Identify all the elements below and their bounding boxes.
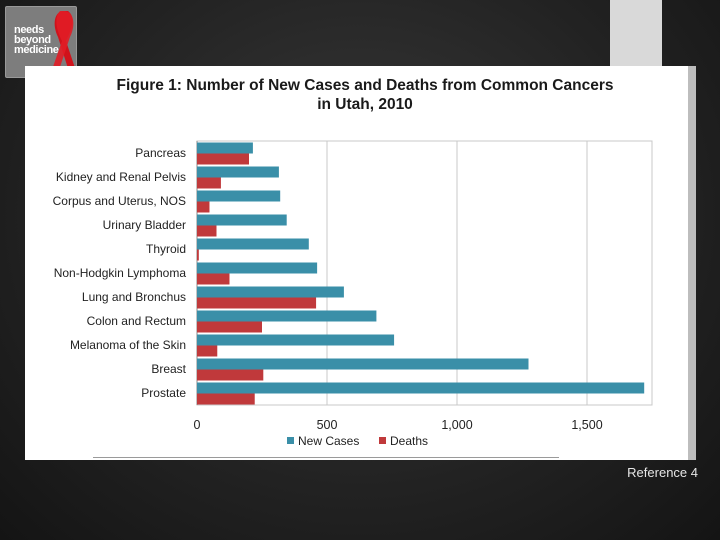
bar-deaths (197, 369, 264, 381)
bar-deaths (197, 153, 249, 165)
category-label: Breast (151, 362, 186, 376)
bar-chart: 0 500 1,000 1,500 Pancreas Kidney and Renal P… (53, 140, 653, 448)
x-tick-label: 1,500 (571, 418, 602, 432)
logo-line-3: medicine (14, 44, 59, 56)
logo-line-1: needs (14, 24, 44, 36)
bar-deaths (197, 273, 230, 285)
bar-new-cases (197, 334, 395, 346)
legend-label-deaths: Deaths (390, 434, 428, 448)
category-label: Pancreas (135, 146, 186, 160)
x-tick-label: 1,000 (441, 418, 472, 432)
gray-accent-block (610, 0, 662, 66)
chart-title-line-2: in Utah, 2010 (317, 96, 413, 113)
bar-new-cases (197, 310, 377, 322)
bar-new-cases (197, 214, 287, 226)
legend-label-new-cases: New Cases (298, 434, 359, 448)
legend-swatch-new-cases (287, 437, 294, 444)
legend-swatch-deaths (379, 437, 386, 444)
bar-new-cases (197, 286, 344, 298)
category-label: Urinary Bladder (103, 218, 186, 232)
bar-deaths (197, 297, 317, 309)
bar-deaths (197, 201, 210, 213)
x-tick-label: 0 (194, 418, 201, 432)
bar-deaths (197, 249, 199, 261)
bar-new-cases (197, 382, 645, 394)
x-tick-label: 500 (317, 418, 338, 432)
bar-new-cases (197, 262, 318, 274)
category-label: Colon and Rectum (87, 314, 186, 328)
bar-deaths (197, 345, 218, 357)
category-label: Non-Hodgkin Lymphoma (54, 266, 187, 280)
category-label: Melanoma of the Skin (70, 338, 186, 352)
bar-new-cases (197, 190, 281, 202)
chart-title-line-1: Figure 1: Number of New Cases and Deaths… (116, 77, 614, 94)
divider-line (93, 457, 559, 458)
bar-new-cases (197, 166, 279, 178)
category-label: Corpus and Uterus, NOS (53, 194, 186, 208)
category-label: Kidney and Renal Pelvis (56, 170, 186, 184)
bar-new-cases (197, 358, 529, 370)
bar-deaths (197, 177, 221, 189)
bar-deaths (197, 393, 255, 405)
chart-title: Figure 1: Number of New Cases and Deaths… (85, 76, 645, 114)
bar-new-cases (197, 238, 309, 250)
logo-text: needs beyond medicine (14, 24, 59, 56)
bar-deaths (197, 321, 262, 333)
category-label: Prostate (141, 386, 186, 400)
category-label: Lung and Bronchus (82, 290, 186, 304)
reference-label: Reference 4 (627, 465, 698, 480)
card-shadow (688, 66, 696, 460)
bar-deaths (197, 225, 217, 237)
needs-beyond-medicine-logo: needs beyond medicine (5, 6, 78, 85)
chart-card: Figure 1: Number of New Cases and Deaths… (25, 66, 688, 460)
logo-line-2: beyond (14, 34, 51, 46)
category-label: Thyroid (146, 242, 186, 256)
bar-new-cases (197, 142, 253, 154)
